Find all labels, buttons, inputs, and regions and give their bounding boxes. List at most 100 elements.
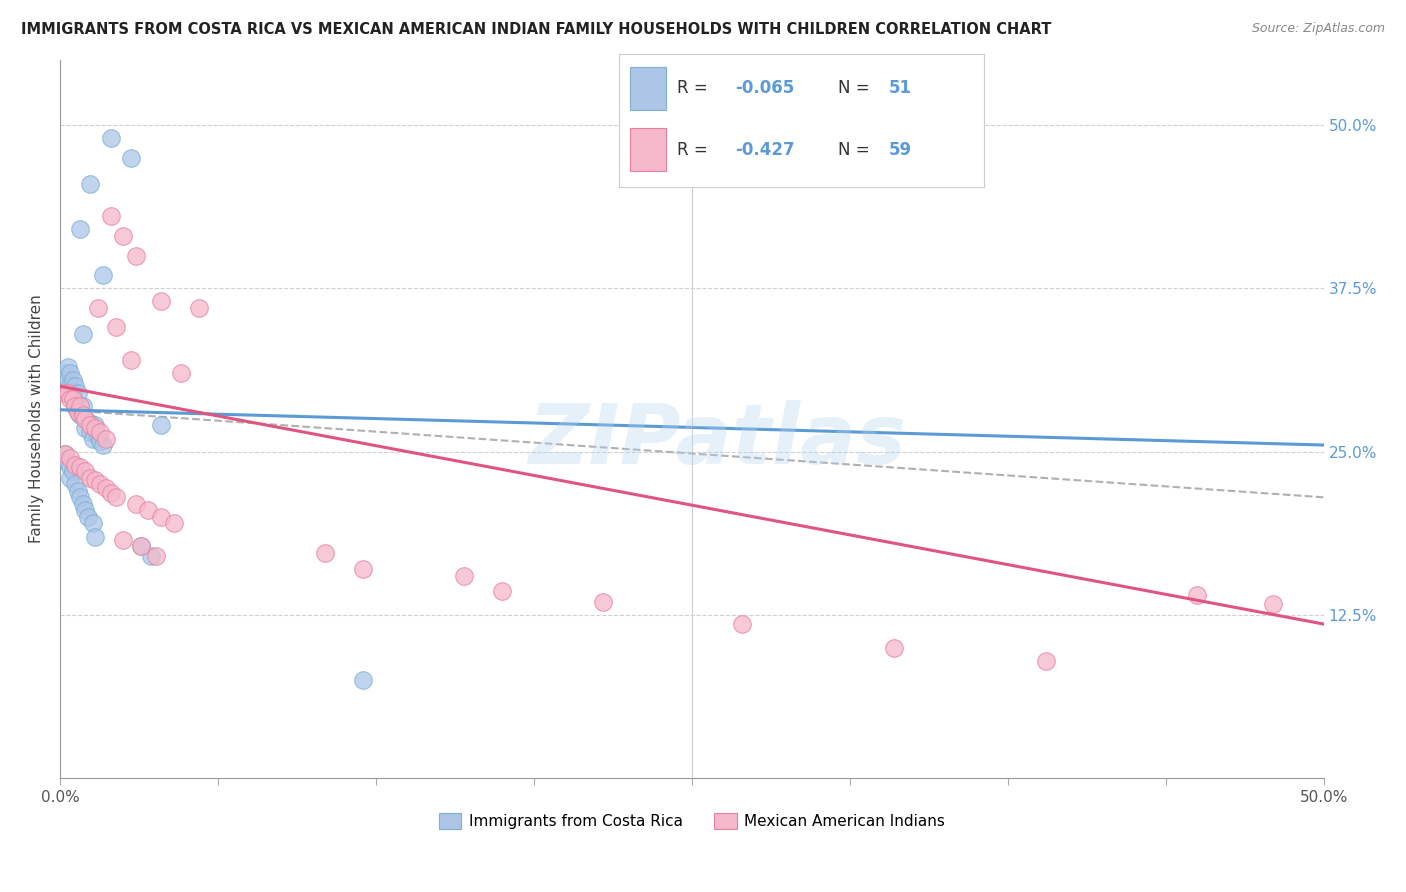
Text: N =: N = xyxy=(838,141,875,159)
Point xyxy=(82,432,104,446)
Point xyxy=(59,366,82,380)
Point xyxy=(62,392,84,407)
Point xyxy=(56,385,79,400)
Point xyxy=(314,547,336,561)
Point xyxy=(66,483,89,498)
Point xyxy=(100,131,122,145)
Point xyxy=(53,447,76,461)
Point xyxy=(53,385,76,400)
Point xyxy=(66,405,89,419)
Point xyxy=(69,491,91,505)
Point xyxy=(100,210,122,224)
Point xyxy=(87,429,110,443)
Point xyxy=(453,568,475,582)
Point xyxy=(66,405,89,419)
Text: R =: R = xyxy=(678,79,713,97)
Text: -0.427: -0.427 xyxy=(735,141,796,159)
Point xyxy=(62,392,84,407)
Text: R =: R = xyxy=(678,141,713,159)
Point xyxy=(112,229,135,244)
Point xyxy=(75,464,97,478)
Point xyxy=(89,434,111,449)
Point xyxy=(104,491,127,505)
Point xyxy=(87,301,110,315)
Point xyxy=(59,451,82,466)
Text: Source: ZipAtlas.com: Source: ZipAtlas.com xyxy=(1251,22,1385,36)
Point xyxy=(62,385,84,400)
Point xyxy=(352,562,374,576)
Point xyxy=(731,617,754,632)
Point xyxy=(59,471,82,485)
Point xyxy=(100,486,122,500)
Point xyxy=(62,373,84,387)
Point xyxy=(120,353,142,368)
FancyBboxPatch shape xyxy=(630,67,666,110)
Point xyxy=(53,447,76,461)
Point xyxy=(79,416,101,430)
Point xyxy=(91,438,114,452)
Text: -0.065: -0.065 xyxy=(735,79,794,97)
Point xyxy=(84,418,107,433)
Point xyxy=(491,584,513,599)
Text: N =: N = xyxy=(838,79,875,97)
Point xyxy=(104,320,127,334)
Point xyxy=(120,151,142,165)
Point xyxy=(72,497,94,511)
Point xyxy=(129,539,152,553)
Point xyxy=(75,503,97,517)
Point xyxy=(163,516,186,531)
Point xyxy=(56,359,79,374)
Legend: Immigrants from Costa Rica, Mexican American Indians: Immigrants from Costa Rica, Mexican Amer… xyxy=(433,807,952,835)
Text: 59: 59 xyxy=(889,141,912,159)
Point xyxy=(352,673,374,688)
Point xyxy=(112,533,135,548)
Point xyxy=(150,418,173,433)
Point xyxy=(59,379,82,393)
Point xyxy=(59,385,82,400)
Point xyxy=(72,408,94,422)
Point xyxy=(62,464,84,478)
FancyBboxPatch shape xyxy=(630,128,666,171)
Point xyxy=(125,497,148,511)
Point xyxy=(89,425,111,439)
Point xyxy=(84,473,107,487)
Point xyxy=(63,477,86,491)
Point xyxy=(91,268,114,283)
Point xyxy=(79,471,101,485)
Point xyxy=(75,421,97,435)
Point xyxy=(75,412,97,426)
Point xyxy=(59,460,82,475)
Point xyxy=(82,516,104,531)
Point xyxy=(72,399,94,413)
Point xyxy=(56,455,79,469)
Point xyxy=(79,177,101,191)
Point xyxy=(170,366,193,380)
Point xyxy=(66,385,89,400)
Point xyxy=(150,294,173,309)
Point xyxy=(79,425,101,439)
Point xyxy=(592,595,614,609)
Y-axis label: Family Households with Children: Family Households with Children xyxy=(30,294,44,543)
Point xyxy=(883,640,905,655)
Point xyxy=(69,408,91,422)
Point xyxy=(150,509,173,524)
Point xyxy=(188,301,211,315)
Point xyxy=(139,549,162,563)
Point xyxy=(63,399,86,413)
Text: 51: 51 xyxy=(889,79,912,97)
Point xyxy=(94,481,117,495)
Point xyxy=(69,222,91,236)
Point xyxy=(125,249,148,263)
Point xyxy=(89,477,111,491)
Point xyxy=(69,399,91,413)
Point xyxy=(63,379,86,393)
Point xyxy=(138,503,160,517)
Point xyxy=(53,366,76,380)
Text: ZIPatlas: ZIPatlas xyxy=(529,400,905,481)
Point xyxy=(129,539,152,553)
Point xyxy=(145,549,167,563)
Point xyxy=(1261,598,1284,612)
Point xyxy=(84,529,107,543)
Point xyxy=(69,460,91,475)
Point xyxy=(59,392,82,407)
